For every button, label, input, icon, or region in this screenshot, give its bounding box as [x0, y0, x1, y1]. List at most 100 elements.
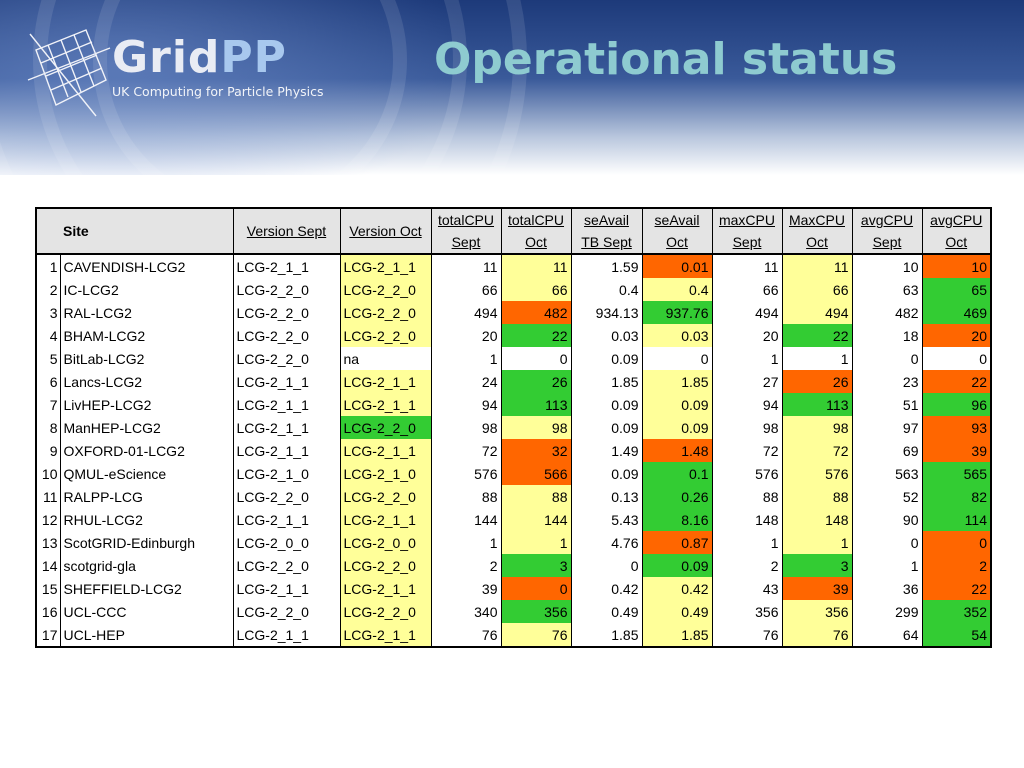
column-header-sublabel: TB Sept: [581, 234, 632, 250]
se-avail-sept-cell: 0.4: [570, 278, 643, 301]
column-header-label: Version Oct: [349, 223, 422, 239]
column-header: maxCPU Sept: [711, 208, 783, 255]
max-cpu-oct-cell: 356: [781, 600, 853, 623]
operational-status-table: Site Version Sept Version Oct totalCPU Sept t…: [35, 207, 992, 648]
total-cpu-sept-cell: 88: [430, 485, 502, 508]
column-header: MaxCPU Oct: [781, 208, 853, 255]
max-cpu-sept-cell: 66: [711, 278, 783, 301]
table-row: 9 OXFORD-01-LCG2 LCG-2_1_1 LCG-2_1_1 72 32 1.4…: [35, 439, 992, 462]
version-sept-cell: LCG-2_1_1: [232, 508, 341, 531]
version-sept-cell: LCG-2_1_1: [232, 393, 341, 416]
se-avail-sept-cell: 4.76: [570, 531, 643, 554]
se-avail-sept-cell: 0.09: [570, 393, 643, 416]
max-cpu-oct-cell: 494: [781, 301, 853, 324]
column-header-label: Version Sept: [246, 223, 327, 239]
total-cpu-sept-cell: 340: [430, 600, 502, 623]
table-row: 4 BHAM-LCG2 LCG-2_2_0 LCG-2_2_0 20 22 0.03 0.03…: [35, 324, 992, 347]
avg-cpu-oct-cell: 0: [921, 347, 992, 370]
max-cpu-oct-cell: 22: [781, 324, 853, 347]
table-row: 6 Lancs-LCG2 LCG-2_1_1 LCG-2_1_1 24 26 1.85 1.8…: [35, 370, 992, 393]
version-sept-cell: LCG-2_2_0: [232, 301, 341, 324]
total-cpu-sept-cell: 2: [430, 554, 502, 577]
avg-cpu-sept-cell: 69: [851, 439, 923, 462]
max-cpu-oct-cell: 88: [781, 485, 853, 508]
se-avail-sept-cell: 0.42: [570, 577, 643, 600]
version-oct-cell: na: [339, 347, 432, 370]
max-cpu-oct-cell: 26: [781, 370, 853, 393]
max-cpu-sept-cell: 1: [711, 347, 783, 370]
table-body: 1 CAVENDISH-LCG2 LCG-2_1_1 LCG-2_1_1 11 11 1.5…: [35, 254, 992, 647]
row-number-cell: 17: [35, 623, 61, 647]
total-cpu-oct-cell: 88: [500, 485, 572, 508]
table-row: 16 UCL-CCC LCG-2_2_0 LCG-2_2_0 340 356 0.49 0.4…: [35, 600, 992, 623]
column-header-label: Site: [63, 223, 89, 239]
total-cpu-sept-cell: 144: [430, 508, 502, 531]
max-cpu-sept-cell: 1: [711, 531, 783, 554]
row-number-cell: 8: [35, 416, 61, 439]
se-avail-sept-cell: 0.03: [570, 324, 643, 347]
version-sept-cell: LCG-2_0_0: [232, 531, 341, 554]
row-number-cell: 11: [35, 485, 61, 508]
avg-cpu-sept-cell: 299: [851, 600, 923, 623]
logo-pp-text: PP: [220, 32, 287, 83]
total-cpu-oct-cell: 113: [500, 393, 572, 416]
slide-title: Operational status: [434, 34, 898, 85]
row-number-cell: 3: [35, 301, 61, 324]
se-avail-oct-cell: 0.4: [641, 278, 713, 301]
table-row: 13 ScotGRID-Edinburgh LCG-2_0_0 LCG-2_0_0 1 1…: [35, 531, 992, 554]
table-row: 12 RHUL-LCG2 LCG-2_1_1 LCG-2_1_1 144 144 5.43 8…: [35, 508, 992, 531]
total-cpu-oct-cell: 0: [500, 577, 572, 600]
version-oct-cell: LCG-2_1_1: [339, 370, 432, 393]
row-number-cell: 6: [35, 370, 61, 393]
total-cpu-sept-cell: 1: [430, 531, 502, 554]
row-number-cell: 15: [35, 577, 61, 600]
avg-cpu-oct-cell: 0: [921, 531, 992, 554]
version-oct-cell: LCG-2_1_1: [339, 577, 432, 600]
column-header-label: avgCPU: [860, 212, 914, 228]
version-sept-cell: LCG-2_1_1: [232, 254, 341, 278]
version-sept-cell: LCG-2_2_0: [232, 278, 341, 301]
grid-logo-icon: [27, 29, 111, 117]
total-cpu-sept-cell: 11: [430, 254, 502, 278]
version-sept-cell: LCG-2_1_1: [232, 416, 341, 439]
avg-cpu-oct-cell: 22: [921, 577, 992, 600]
version-sept-cell: LCG-2_2_0: [232, 485, 341, 508]
avg-cpu-oct-cell: 82: [921, 485, 992, 508]
se-avail-sept-cell: 0.49: [570, 600, 643, 623]
se-avail-oct-cell: 1.85: [641, 623, 713, 647]
site-name-cell: BHAM-LCG2: [59, 324, 234, 347]
avg-cpu-oct-cell: 20: [921, 324, 992, 347]
version-oct-cell: LCG-2_1_1: [339, 623, 432, 647]
avg-cpu-sept-cell: 64: [851, 623, 923, 647]
total-cpu-sept-cell: 72: [430, 439, 502, 462]
max-cpu-sept-cell: 356: [711, 600, 783, 623]
se-avail-sept-cell: 0.13: [570, 485, 643, 508]
column-header-sublabel: Oct: [525, 234, 547, 250]
se-avail-sept-cell: 1.85: [570, 370, 643, 393]
column-header-label: totalCPU: [507, 212, 565, 228]
total-cpu-sept-cell: 20: [430, 324, 502, 347]
logo-tagline: UK Computing for Particle Physics: [112, 84, 324, 99]
avg-cpu-sept-cell: 482: [851, 301, 923, 324]
avg-cpu-sept-cell: 51: [851, 393, 923, 416]
header-banner: GridPP UK Computing for Particle Physics…: [0, 0, 1024, 175]
avg-cpu-oct-cell: 2: [921, 554, 992, 577]
row-number-cell: 9: [35, 439, 61, 462]
max-cpu-sept-cell: 72: [711, 439, 783, 462]
max-cpu-oct-cell: 1: [781, 531, 853, 554]
site-name-cell: Lancs-LCG2: [59, 370, 234, 393]
avg-cpu-sept-cell: 0: [851, 531, 923, 554]
max-cpu-oct-cell: 66: [781, 278, 853, 301]
avg-cpu-oct-cell: 65: [921, 278, 992, 301]
column-header: seAvail Oct: [641, 208, 713, 255]
column-header: Version Oct: [339, 208, 432, 255]
row-number-cell: 16: [35, 600, 61, 623]
avg-cpu-oct-cell: 114: [921, 508, 992, 531]
se-avail-sept-cell: 0.09: [570, 462, 643, 485]
se-avail-oct-cell: 0.01: [641, 254, 713, 278]
site-name-cell: LivHEP-LCG2: [59, 393, 234, 416]
total-cpu-oct-cell: 22: [500, 324, 572, 347]
site-name-cell: ManHEP-LCG2: [59, 416, 234, 439]
avg-cpu-sept-cell: 23: [851, 370, 923, 393]
avg-cpu-sept-cell: 1: [851, 554, 923, 577]
